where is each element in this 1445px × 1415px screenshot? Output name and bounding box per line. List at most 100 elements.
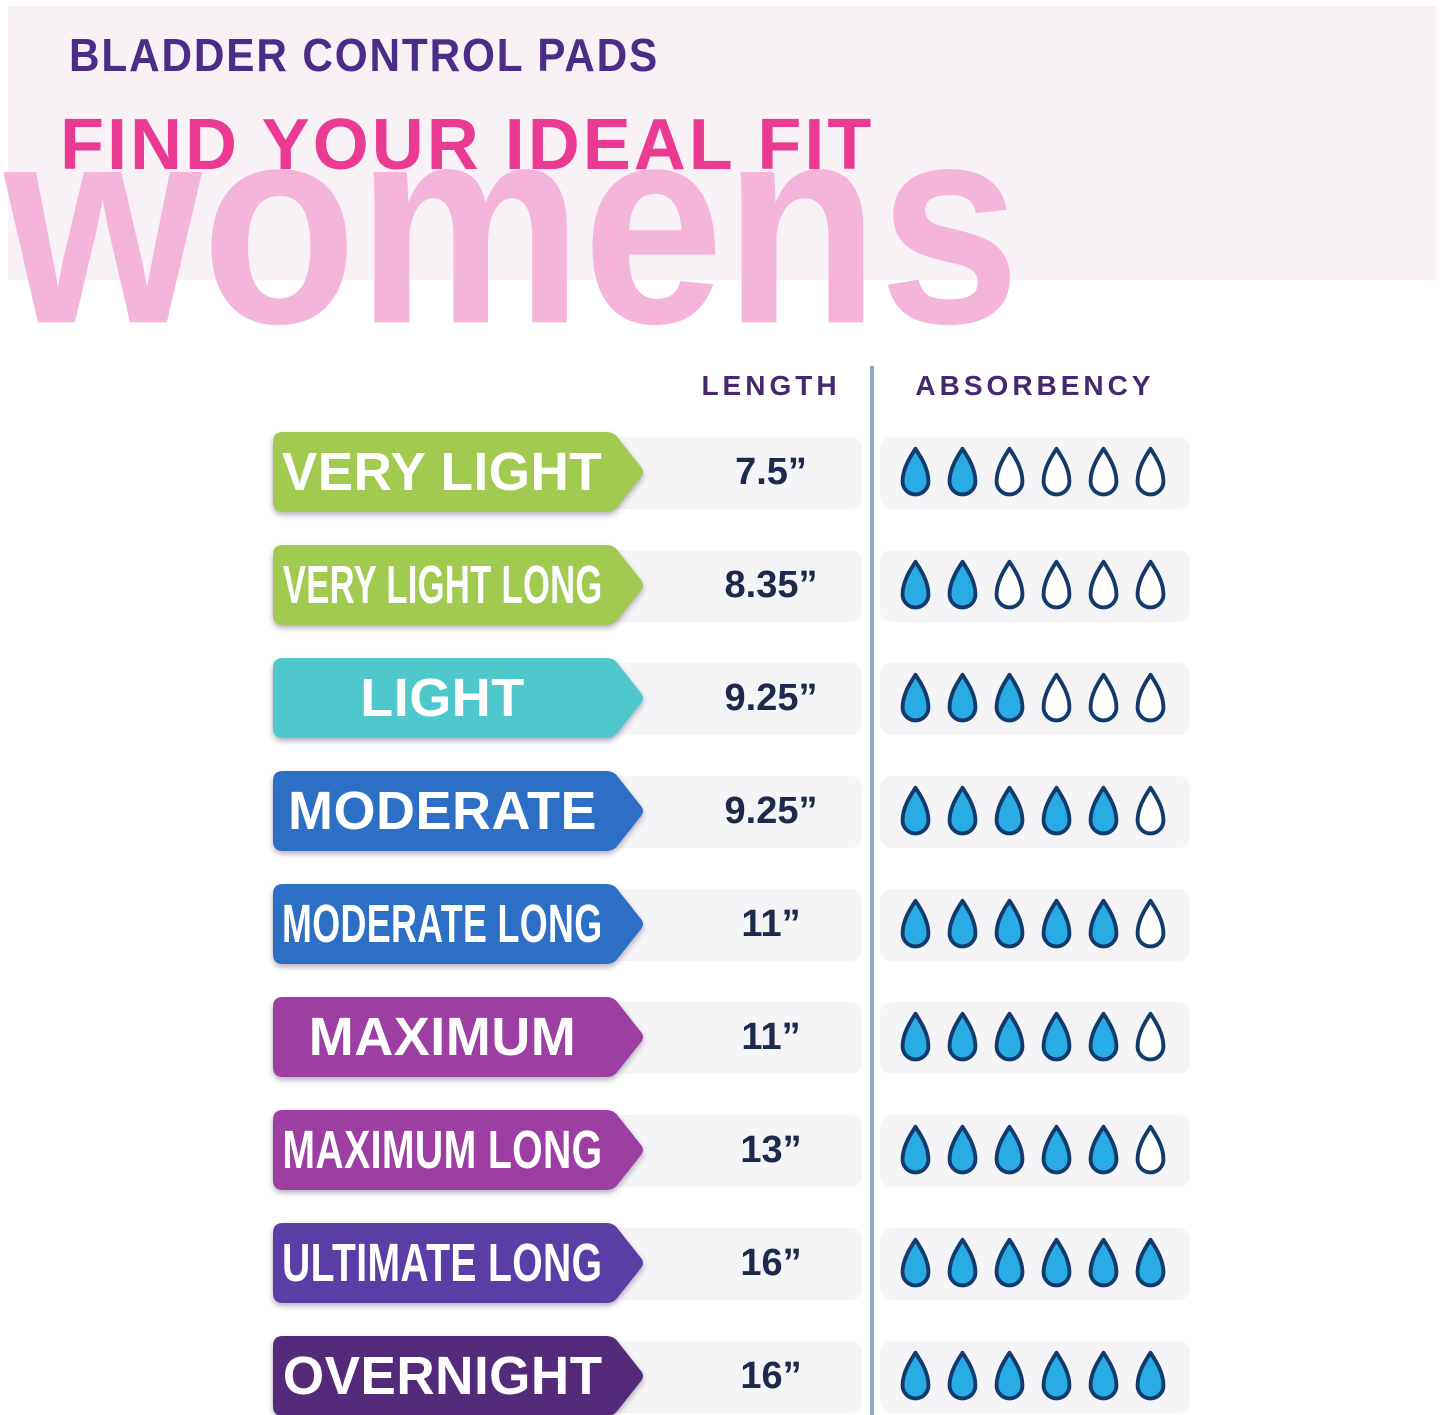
table-row: VERY LIGHT LONG 8.35” [0,543,1445,627]
headline-title: FIND YOUR IDEAL FIT [60,105,875,185]
drop-filled-icon [900,785,931,836]
drop-filled-icon [1041,1011,1072,1062]
product-level-banner [273,658,643,738]
drop-filled-icon [947,1350,978,1401]
drop-empty-icon [1135,785,1166,836]
product-level-text: MAXIMUM [308,1007,577,1067]
absorbency-rating [900,882,1166,966]
drop-filled-icon [1135,1350,1166,1401]
drop-filled-icon [900,559,931,610]
absorbency-rating [900,430,1166,514]
table-row: MAXIMUM 11” [0,995,1445,1079]
absorbency-rating [900,769,1166,853]
product-level-text: MODERATE [288,781,597,841]
length-value: 11” [741,1015,801,1058]
product-level-banner [273,997,643,1077]
drop-empty-icon [1041,559,1072,610]
product-level-label: MAXIMUM [270,995,615,1079]
length-value: 16” [740,1241,802,1284]
table-row: OVERNIGHT 16” [0,1334,1445,1415]
product-level-text: OVERNIGHT [282,1346,603,1406]
product-level-banner [273,1336,643,1415]
product-level-label: ULTIMATE LONG [270,1221,615,1305]
length-value: 9.25” [724,789,818,832]
table-row: ULTIMATE LONG 16” [0,1221,1445,1305]
product-level-label: VERY LIGHT LONG [270,543,615,627]
absorbency-column-header: ABSORBENCY [915,370,1155,401]
drop-empty-icon [1135,672,1166,723]
drop-empty-icon [1135,898,1166,949]
drop-empty-icon [1088,672,1119,723]
drop-filled-icon [994,1350,1025,1401]
drop-filled-icon [1135,1237,1166,1288]
absorbency-rating [900,995,1166,1079]
product-level-banner [273,1110,643,1190]
product-level-banner [273,432,643,512]
absorbency-rating [900,1221,1166,1305]
drop-filled-icon [947,1237,978,1288]
drop-filled-icon [900,1124,931,1175]
product-level-label: OVERNIGHT [270,1334,615,1415]
table-row: VERY LIGHT 7.5” [0,430,1445,514]
drop-empty-icon [1088,559,1119,610]
product-level-text: MAXIMUM LONG [282,1120,603,1180]
drop-filled-icon [947,898,978,949]
drop-filled-icon [1088,785,1119,836]
table-row: MODERATE LONG 11” [0,882,1445,966]
kicker-title: BLADDER CONTROL PADS [69,29,660,81]
drop-filled-icon [900,1011,931,1062]
length-value: 13” [740,1128,802,1171]
drop-empty-icon [1041,446,1072,497]
drop-filled-icon [900,1237,931,1288]
drop-empty-icon [994,446,1025,497]
absorbency-rating [900,1334,1166,1415]
drop-empty-icon [1041,672,1072,723]
drop-filled-icon [994,1124,1025,1175]
product-level-text: VERY LIGHT [282,442,603,502]
product-level-label: LIGHT [270,656,615,740]
drop-filled-icon [1088,898,1119,949]
drop-empty-icon [1135,1011,1166,1062]
table-row: MODERATE 9.25” [0,769,1445,853]
watermark-text: womens [4,64,1021,383]
drop-filled-icon [947,1124,978,1175]
product-level-banner [273,545,643,625]
product-level-banner [273,771,643,851]
drop-filled-icon [1041,785,1072,836]
drop-filled-icon [1088,1011,1119,1062]
drop-empty-icon [1135,446,1166,497]
length-value: 16” [740,1354,802,1397]
drop-empty-icon [1088,446,1119,497]
length-value: 11” [741,902,801,945]
drop-filled-icon [947,1011,978,1062]
drop-filled-icon [947,559,978,610]
drop-empty-icon [994,559,1025,610]
drop-filled-icon [900,898,931,949]
product-level-label: MODERATE LONG [270,882,615,966]
drop-filled-icon [900,672,931,723]
drop-empty-icon [1135,1124,1166,1175]
product-level-label: MAXIMUM LONG [270,1108,615,1192]
drop-empty-icon [1135,559,1166,610]
drop-filled-icon [994,1011,1025,1062]
header-band [8,6,1437,280]
product-level-banner [273,1223,643,1303]
drop-filled-icon [1088,1237,1119,1288]
drop-filled-icon [1088,1350,1119,1401]
product-level-label: VERY LIGHT [270,430,615,514]
drop-filled-icon [900,446,931,497]
product-level-banner [273,884,643,964]
product-level-text: VERY LIGHT LONG [282,555,603,615]
drop-filled-icon [947,672,978,723]
product-level-text: MODERATE LONG [282,894,603,954]
product-level-text: LIGHT [360,668,525,728]
absorbency-rating [900,543,1166,627]
drop-filled-icon [1088,1124,1119,1175]
drop-filled-icon [994,785,1025,836]
drop-filled-icon [947,785,978,836]
drop-filled-icon [1041,1237,1072,1288]
length-column-header: LENGTH [701,370,841,401]
table-row: MAXIMUM LONG 13” [0,1108,1445,1192]
length-value: 7.5” [735,450,807,493]
